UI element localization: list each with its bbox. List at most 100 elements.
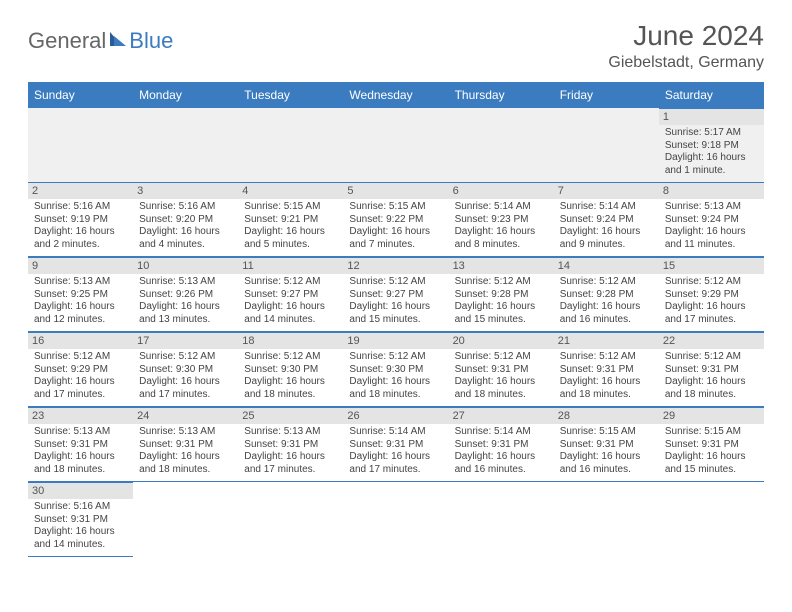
daylight-2: and 16 minutes.	[560, 464, 653, 477]
calendar-body: 1Sunrise: 5:17 AMSunset: 9:18 PMDaylight…	[28, 108, 764, 557]
sunset: Sunset: 9:30 PM	[139, 364, 232, 377]
sunset: Sunset: 9:31 PM	[34, 439, 127, 452]
daylight-2: and 14 minutes.	[244, 314, 337, 327]
daylight-2: and 18 minutes.	[139, 464, 232, 477]
daylight-1: Daylight: 16 hours	[34, 376, 127, 389]
sunrise: Sunrise: 5:12 AM	[349, 351, 442, 364]
daylight-1: Daylight: 16 hours	[665, 376, 758, 389]
day-cell: 4Sunrise: 5:15 AMSunset: 9:21 PMDaylight…	[238, 183, 343, 257]
logo-text-1: General	[28, 28, 106, 54]
col-fri: Friday	[554, 82, 659, 108]
sunrise: Sunrise: 5:15 AM	[560, 426, 653, 439]
col-sat: Saturday	[659, 82, 764, 108]
daylight-2: and 8 minutes.	[455, 239, 548, 252]
sunset: Sunset: 9:28 PM	[455, 289, 548, 302]
sunrise: Sunrise: 5:12 AM	[34, 351, 127, 364]
week-row: 16Sunrise: 5:12 AMSunset: 9:29 PMDayligh…	[28, 332, 764, 407]
sunset: Sunset: 9:31 PM	[560, 364, 653, 377]
day-number: 27	[449, 407, 554, 424]
sunrise: Sunrise: 5:14 AM	[455, 426, 548, 439]
sunset: Sunset: 9:23 PM	[455, 214, 548, 227]
day-cell: 9Sunrise: 5:13 AMSunset: 9:25 PMDaylight…	[28, 257, 133, 332]
sunrise: Sunrise: 5:13 AM	[139, 426, 232, 439]
day-number: 30	[28, 482, 133, 499]
day-cell: 7Sunrise: 5:14 AMSunset: 9:24 PMDaylight…	[554, 183, 659, 257]
day-cell: 18Sunrise: 5:12 AMSunset: 9:30 PMDayligh…	[238, 332, 343, 407]
col-sun: Sunday	[28, 82, 133, 108]
day-cell	[343, 482, 448, 557]
daylight-1: Daylight: 16 hours	[349, 226, 442, 239]
daylight-1: Daylight: 16 hours	[560, 301, 653, 314]
day-cell: 8Sunrise: 5:13 AMSunset: 9:24 PMDaylight…	[659, 183, 764, 257]
daylight-1: Daylight: 16 hours	[665, 301, 758, 314]
day-number: 17	[133, 332, 238, 349]
daylight-1: Daylight: 16 hours	[34, 226, 127, 239]
sunset: Sunset: 9:31 PM	[34, 514, 127, 527]
day-cell	[449, 482, 554, 557]
calendar-table: Sunday Monday Tuesday Wednesday Thursday…	[28, 82, 764, 557]
weekday-header-row: Sunday Monday Tuesday Wednesday Thursday…	[28, 82, 764, 108]
day-cell: 3Sunrise: 5:16 AMSunset: 9:20 PMDaylight…	[133, 183, 238, 257]
daylight-2: and 17 minutes.	[244, 464, 337, 477]
day-cell: 12Sunrise: 5:12 AMSunset: 9:27 PMDayligh…	[343, 257, 448, 332]
day-cell: 13Sunrise: 5:12 AMSunset: 9:28 PMDayligh…	[449, 257, 554, 332]
day-cell	[343, 108, 448, 183]
day-number: 21	[554, 332, 659, 349]
sunset: Sunset: 9:24 PM	[560, 214, 653, 227]
week-row: 30 Sunrise: 5:16 AMSunset: 9:31 PMDayligh…	[28, 482, 764, 557]
day-cell	[238, 482, 343, 557]
day-number: 14	[554, 257, 659, 274]
daylight-1: Daylight: 16 hours	[34, 451, 127, 464]
daylight-1: Daylight: 16 hours	[665, 226, 758, 239]
day-number: 2	[28, 183, 133, 199]
daylight-2: and 16 minutes.	[455, 464, 548, 477]
day-number: 20	[449, 332, 554, 349]
sunrise: Sunrise: 5:12 AM	[560, 351, 653, 364]
day-cell: 6Sunrise: 5:14 AMSunset: 9:23 PMDaylight…	[449, 183, 554, 257]
daylight-1: Daylight: 16 hours	[455, 226, 548, 239]
sunrise: Sunrise: 5:16 AM	[34, 501, 127, 514]
day-cell: 27Sunrise: 5:14 AMSunset: 9:31 PMDayligh…	[449, 407, 554, 482]
day-cell: 17Sunrise: 5:12 AMSunset: 9:30 PMDayligh…	[133, 332, 238, 407]
daylight-2: and 2 minutes.	[34, 239, 127, 252]
calendar-page: General Blue June 2024 Giebelstadt, Germ…	[0, 0, 792, 577]
daylight-2: and 16 minutes.	[560, 314, 653, 327]
daylight-1: Daylight: 16 hours	[34, 301, 127, 314]
day-cell	[28, 108, 133, 183]
day-number: 4	[238, 183, 343, 199]
daylight-1: Daylight: 16 hours	[244, 226, 337, 239]
sunrise: Sunrise: 5:12 AM	[244, 351, 337, 364]
daylight-2: and 17 minutes.	[139, 389, 232, 402]
day-cell: 26Sunrise: 5:14 AMSunset: 9:31 PMDayligh…	[343, 407, 448, 482]
day-number: 19	[343, 332, 448, 349]
sunrise: Sunrise: 5:12 AM	[455, 276, 548, 289]
day-cell	[133, 482, 238, 557]
daylight-2: and 4 minutes.	[139, 239, 232, 252]
day-number: 11	[238, 257, 343, 274]
daylight-1: Daylight: 16 hours	[139, 376, 232, 389]
day-number: 12	[343, 257, 448, 274]
day-number: 18	[238, 332, 343, 349]
day-cell: 14Sunrise: 5:12 AMSunset: 9:28 PMDayligh…	[554, 257, 659, 332]
sunrise: Sunrise: 5:17 AM	[665, 127, 758, 140]
daylight-1: Daylight: 16 hours	[139, 301, 232, 314]
day-cell	[659, 482, 764, 557]
sunrise: Sunrise: 5:16 AM	[139, 201, 232, 214]
daylight-1: Daylight: 16 hours	[455, 301, 548, 314]
day-number: 6	[449, 183, 554, 199]
day-cell	[449, 108, 554, 183]
location: Giebelstadt, Germany	[608, 54, 764, 72]
daylight-1: Daylight: 16 hours	[244, 451, 337, 464]
daylight-1: Daylight: 16 hours	[244, 376, 337, 389]
sunset: Sunset: 9:31 PM	[560, 439, 653, 452]
sunrise: Sunrise: 5:14 AM	[349, 426, 442, 439]
daylight-1: Daylight: 16 hours	[34, 526, 127, 539]
sunset: Sunset: 9:28 PM	[560, 289, 653, 302]
sunset: Sunset: 9:22 PM	[349, 214, 442, 227]
daylight-1: Daylight: 16 hours	[349, 451, 442, 464]
sunset: Sunset: 9:27 PM	[244, 289, 337, 302]
col-thu: Thursday	[449, 82, 554, 108]
sunset: Sunset: 9:29 PM	[665, 289, 758, 302]
day-cell: 22Sunrise: 5:12 AMSunset: 9:31 PMDayligh…	[659, 332, 764, 407]
day-number: 8	[659, 183, 764, 199]
